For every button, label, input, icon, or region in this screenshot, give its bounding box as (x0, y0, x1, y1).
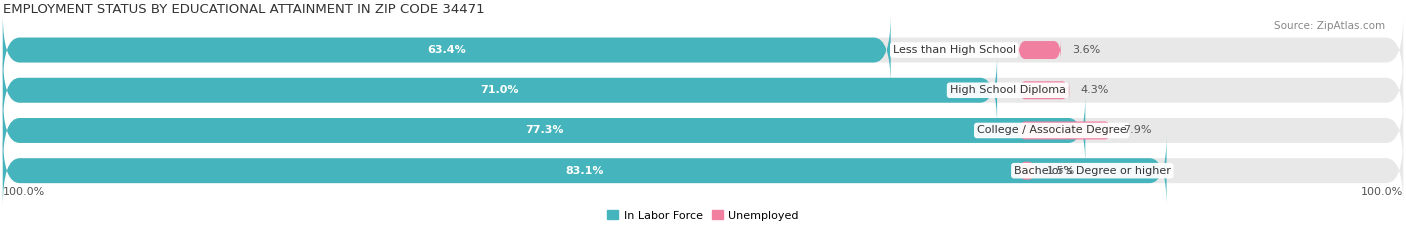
FancyBboxPatch shape (3, 14, 1403, 86)
FancyBboxPatch shape (3, 95, 1085, 166)
Text: 71.0%: 71.0% (481, 85, 519, 95)
Text: 63.4%: 63.4% (427, 45, 467, 55)
Text: High School Diploma: High School Diploma (949, 85, 1066, 95)
FancyBboxPatch shape (3, 55, 1403, 126)
FancyBboxPatch shape (1018, 160, 1036, 182)
Legend: In Labor Force, Unemployed: In Labor Force, Unemployed (603, 206, 803, 225)
Text: 83.1%: 83.1% (565, 166, 605, 176)
Text: 1.5%: 1.5% (1047, 166, 1076, 176)
Text: College / Associate Degree: College / Associate Degree (977, 125, 1126, 135)
Text: EMPLOYMENT STATUS BY EDUCATIONAL ATTAINMENT IN ZIP CODE 34471: EMPLOYMENT STATUS BY EDUCATIONAL ATTAINM… (3, 3, 485, 16)
Text: 7.9%: 7.9% (1123, 125, 1152, 135)
Text: 100.0%: 100.0% (1361, 187, 1403, 197)
Text: 4.3%: 4.3% (1080, 85, 1109, 95)
FancyBboxPatch shape (1018, 119, 1112, 142)
Text: 100.0%: 100.0% (3, 187, 45, 197)
Text: 3.6%: 3.6% (1073, 45, 1101, 55)
FancyBboxPatch shape (1018, 79, 1070, 101)
FancyBboxPatch shape (3, 135, 1403, 206)
Text: Bachelor’s Degree or higher: Bachelor’s Degree or higher (1014, 166, 1171, 176)
Text: Less than High School: Less than High School (893, 45, 1017, 55)
FancyBboxPatch shape (3, 135, 1167, 206)
Text: 77.3%: 77.3% (524, 125, 564, 135)
FancyBboxPatch shape (1018, 39, 1062, 61)
FancyBboxPatch shape (3, 14, 890, 86)
FancyBboxPatch shape (3, 55, 997, 126)
FancyBboxPatch shape (3, 95, 1403, 166)
Text: Source: ZipAtlas.com: Source: ZipAtlas.com (1274, 21, 1385, 31)
